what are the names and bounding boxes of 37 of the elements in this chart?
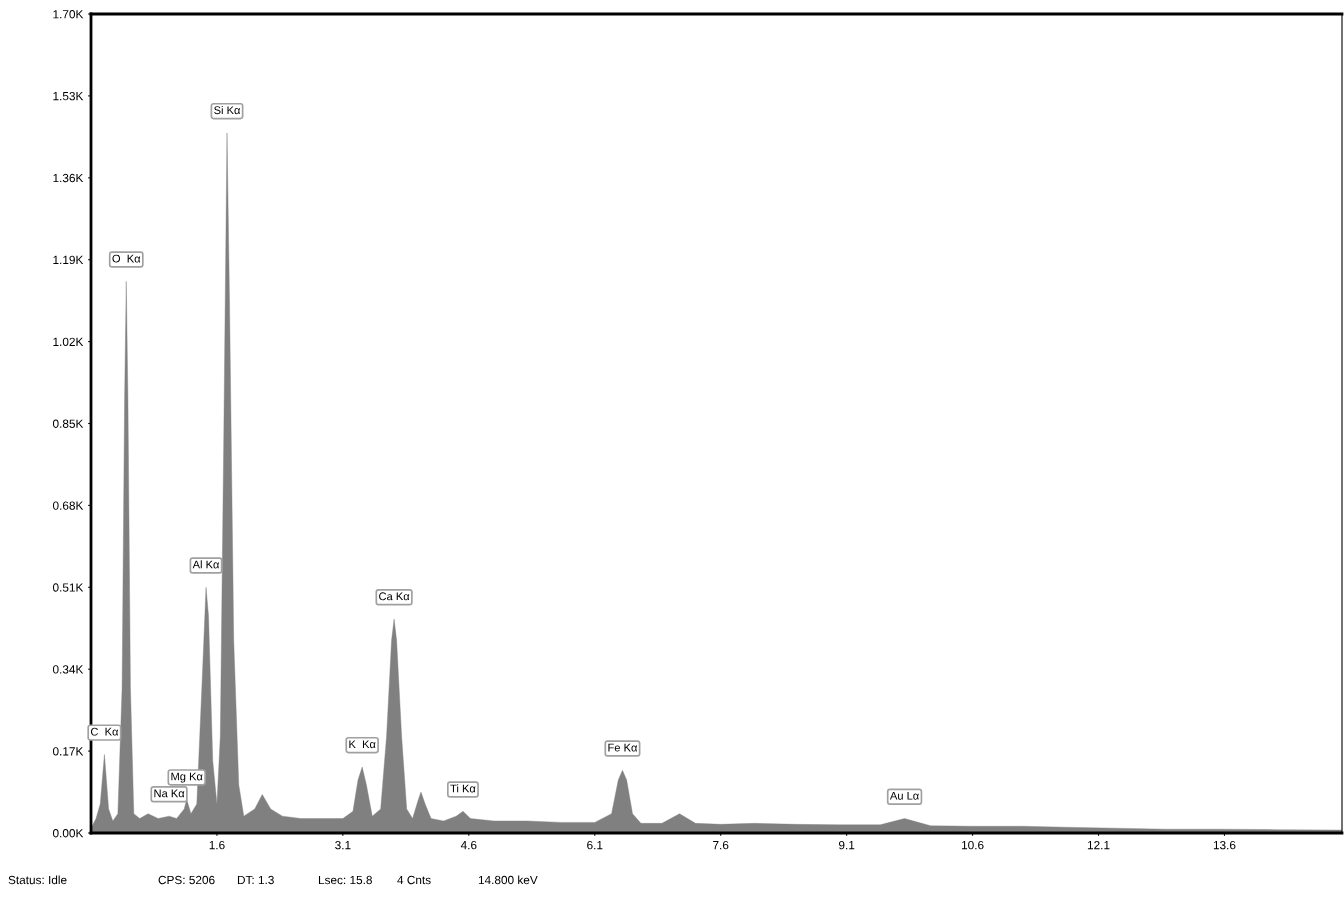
annotation: Mg Kα bbox=[171, 772, 203, 783]
y-tick-label: 0.17K bbox=[52, 747, 84, 756]
x-tick-label: 1.6 bbox=[209, 840, 225, 850]
text: DT: 1.3 bbox=[237, 875, 274, 885]
annotation: Au Lα bbox=[889, 791, 919, 800]
annotation: O Kα bbox=[112, 254, 141, 263]
annotation: K Kα bbox=[349, 740, 376, 749]
text: Lsec: 15.8 bbox=[318, 875, 372, 885]
y-tick-label: 0.34K bbox=[52, 665, 84, 674]
y-tick-label: 1.36K bbox=[53, 173, 84, 183]
y-tick-label: 0.51K bbox=[52, 583, 84, 592]
annotation: C Kα bbox=[90, 727, 119, 736]
annotation: Al Kα bbox=[192, 560, 220, 569]
y-tick-label: 1.70K bbox=[53, 10, 84, 19]
text: 14.800 keV bbox=[478, 875, 538, 885]
x-tick-label: 7.6 bbox=[713, 840, 729, 850]
x-tick-label: 13.6 bbox=[1213, 840, 1236, 850]
annotation: Ti Kα bbox=[450, 784, 476, 793]
x-tick-label: 9.1 bbox=[838, 840, 855, 850]
x-tick-label: 12.1 bbox=[1087, 840, 1110, 850]
x-tick-label: 10.6 bbox=[961, 840, 984, 850]
y-tick-label: 0.00K bbox=[52, 829, 84, 838]
text: Status: Idle bbox=[8, 875, 67, 885]
y-tick-label: 1.19K bbox=[53, 255, 84, 265]
x-tick-label: 3.1 bbox=[335, 840, 351, 850]
y-tick-label: 0.85K bbox=[52, 419, 84, 428]
text: CPS: 5206 bbox=[158, 875, 215, 885]
annotation: Fe Kα bbox=[608, 743, 638, 752]
y-tick-label: 0.68K bbox=[52, 501, 84, 510]
y-tick-label: 1.02K bbox=[53, 337, 84, 346]
annotation: Na Kα bbox=[154, 789, 185, 798]
x-tick-label: 4.6 bbox=[460, 840, 477, 850]
text: 4 Cnts bbox=[397, 875, 431, 885]
x-tick-label: 6.1 bbox=[587, 840, 603, 850]
y-tick-label: 1.53K bbox=[53, 91, 84, 101]
annotation: Si Kα bbox=[214, 105, 241, 115]
annotation: Ca Kα bbox=[379, 592, 410, 601]
